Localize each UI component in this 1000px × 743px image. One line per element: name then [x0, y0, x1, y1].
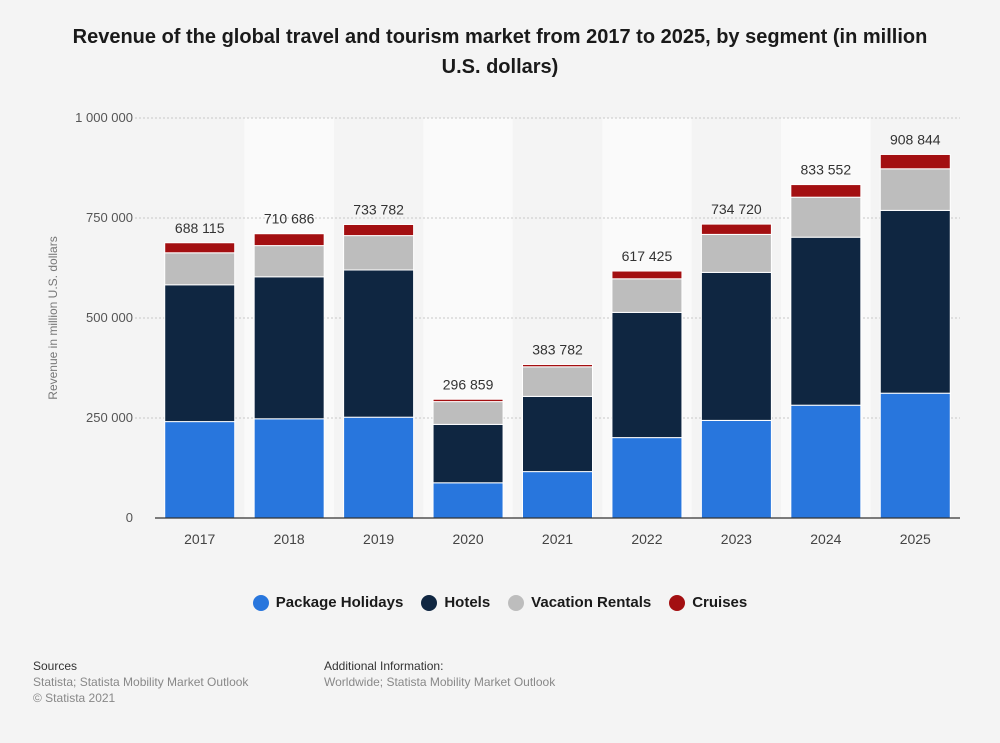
bar-segment-cruises: [522, 363, 593, 368]
bar-segment-package-holidays: [611, 437, 683, 519]
bar-segment-cruises: [611, 270, 683, 280]
bar-segment-vacation-rentals: [611, 278, 683, 313]
total-label: 617 425: [622, 248, 673, 264]
x-tick-label: 2022: [631, 531, 662, 547]
bar-segment-vacation-rentals: [522, 366, 593, 397]
info-title: Additional Information:: [324, 659, 444, 673]
y-tick-label: 0: [126, 510, 133, 525]
bar-segment-hotels: [253, 276, 325, 420]
y-tick-label: 1 000 000: [75, 110, 133, 125]
legend-swatch: [508, 594, 525, 611]
bar-segment-hotels: [522, 395, 593, 473]
y-tick-label: 750 000: [86, 210, 133, 225]
x-tick-label: 2023: [721, 531, 752, 547]
bar-segment-package-holidays: [432, 482, 504, 519]
legend-label: Cruises: [692, 594, 748, 611]
bar-segment-vacation-rentals: [790, 196, 862, 238]
bar-segment-hotels: [164, 284, 236, 423]
bar-segment-cruises: [432, 398, 504, 403]
bar-segment-vacation-rentals: [432, 401, 504, 425]
bar-segment-package-holidays: [790, 404, 862, 519]
bar-segment-hotels: [790, 236, 862, 406]
legend-swatch: [421, 594, 438, 611]
x-tick-label: 2019: [363, 531, 394, 547]
legend-item[interactable]: Hotels: [421, 594, 490, 611]
bar-segment-hotels: [611, 311, 683, 439]
bar-segment-hotels: [432, 423, 504, 484]
legend-label: Vacation Rentals: [531, 594, 652, 611]
bar-segment-vacation-rentals: [879, 168, 951, 211]
x-tick-label: 2020: [452, 531, 483, 547]
bars: 688 115 710 686 733 782 296 859 383 782 617 4…: [164, 131, 951, 519]
total-label: 733 782: [353, 201, 404, 217]
bar-segment-package-holidays: [879, 392, 951, 519]
legend-swatch: [252, 594, 269, 611]
y-tick-label: 250 000: [86, 410, 133, 425]
bar-segment-cruises: [343, 223, 415, 237]
legend-item[interactable]: Cruises: [669, 594, 747, 611]
x-tick-label: 2025: [900, 531, 931, 547]
sources-line1: Statista; Statista Mobility Market Outlo…: [33, 675, 249, 689]
bar-segment-package-holidays: [253, 418, 325, 519]
additional-info-block: Additional Information: Worldwide; Stati…: [324, 658, 555, 690]
bar-segment-cruises: [700, 223, 772, 235]
total-label: 383 782: [532, 341, 583, 357]
bar-segment-cruises: [790, 184, 862, 198]
total-label: 908 844: [890, 131, 941, 147]
total-label: 710 686: [264, 211, 315, 227]
legend-label: Hotels: [444, 594, 491, 611]
bar-segment-cruises: [164, 242, 236, 254]
bar-segment-vacation-rentals: [253, 245, 325, 278]
bar-segment-hotels: [700, 271, 772, 421]
total-label: 734 720: [711, 201, 762, 217]
bar-segment-package-holidays: [164, 421, 236, 519]
total-label: 688 115: [175, 220, 225, 236]
x-tick-label: 2018: [274, 531, 305, 547]
x-tick-label: 2024: [810, 531, 841, 547]
legend-swatch: [669, 594, 686, 611]
bar-segment-vacation-rentals: [164, 252, 236, 286]
axes: 0 250 000 500 000 750 000 1 000 000 2017 2018 2…: [75, 110, 960, 547]
y-axis-label: Revenue in million U.S. dollars: [46, 236, 60, 399]
bar-segment-cruises: [253, 233, 325, 247]
bar-segment-package-holidays: [522, 471, 593, 519]
sources-line2: © Statista 2021: [33, 691, 116, 705]
bar-segment-package-holidays: [343, 416, 415, 519]
legend: Package Holidays Hotels Vacation Rentals Cr…: [0, 594, 1000, 611]
legend-label: Package Holidays: [275, 594, 404, 611]
sources-block: Sources Statista; Statista Mobility Mark…: [33, 658, 248, 706]
x-tick-label: 2017: [184, 531, 215, 547]
legend-item[interactable]: Vacation Rentals: [508, 594, 651, 611]
total-label: 296 859: [443, 376, 494, 392]
bar-segment-vacation-rentals: [343, 235, 415, 271]
bar-segment-package-holidays: [700, 419, 772, 519]
bar-segment-hotels: [879, 209, 951, 394]
bar-segment-hotels: [343, 269, 415, 418]
chart-title: Revenue of the global travel and tourism…: [72, 26, 928, 78]
legend-item[interactable]: Package Holidays: [252, 594, 404, 611]
total-label: 833 552: [801, 162, 852, 178]
y-tick-label: 500 000: [86, 310, 133, 325]
bar-segment-vacation-rentals: [700, 233, 772, 273]
x-tick-label: 2021: [542, 531, 573, 547]
info-line1: Worldwide; Statista Mobility Market Outl…: [324, 675, 556, 689]
bar-segment-cruises: [879, 153, 951, 170]
sources-title: Sources: [33, 659, 78, 673]
